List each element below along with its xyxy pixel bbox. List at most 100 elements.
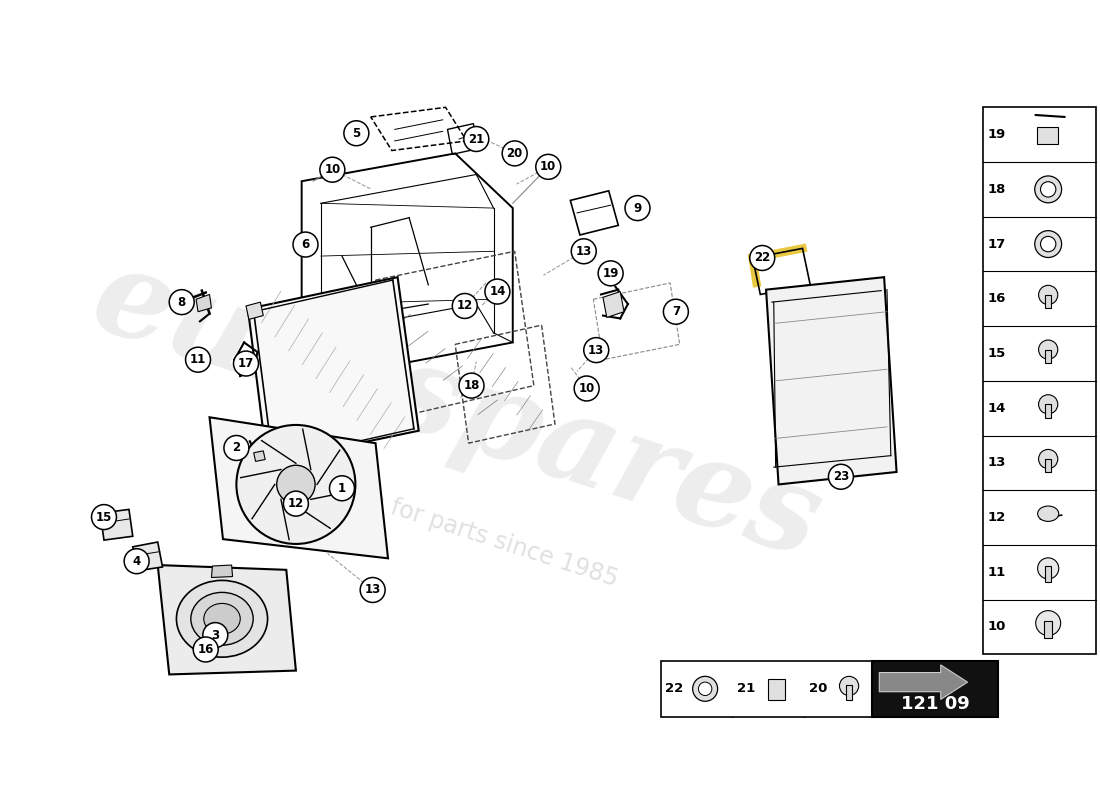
Polygon shape	[133, 542, 163, 571]
Text: 19: 19	[603, 267, 619, 280]
Ellipse shape	[1037, 506, 1058, 522]
Circle shape	[663, 299, 689, 324]
Text: 121 09: 121 09	[901, 695, 969, 714]
Text: 5: 5	[352, 126, 361, 140]
Bar	[871, 661, 999, 717]
Bar	[846, 685, 852, 700]
Ellipse shape	[204, 603, 240, 634]
Text: 4: 4	[132, 554, 141, 568]
Circle shape	[1035, 230, 1062, 258]
Text: 20: 20	[808, 682, 827, 695]
Circle shape	[1036, 610, 1060, 635]
Text: 12: 12	[456, 299, 473, 313]
Circle shape	[459, 373, 484, 398]
Circle shape	[464, 126, 488, 151]
Text: 18: 18	[463, 379, 480, 392]
Ellipse shape	[190, 592, 253, 645]
Text: 13: 13	[987, 456, 1005, 470]
Text: 3: 3	[211, 629, 219, 642]
Circle shape	[536, 154, 561, 179]
Circle shape	[1038, 340, 1058, 359]
Circle shape	[839, 676, 859, 695]
Text: 19: 19	[987, 128, 1005, 141]
Text: 22: 22	[664, 682, 683, 695]
Circle shape	[344, 121, 369, 146]
Text: 2: 2	[232, 442, 241, 454]
Text: 18: 18	[987, 183, 1005, 196]
Text: 13: 13	[364, 583, 381, 597]
Text: 17: 17	[238, 357, 254, 370]
Polygon shape	[211, 565, 232, 578]
Text: 10: 10	[324, 163, 341, 176]
Bar	[983, 107, 1097, 654]
Text: 7: 7	[672, 306, 680, 318]
Bar	[1036, 127, 1058, 144]
Bar	[1045, 566, 1052, 582]
Circle shape	[320, 158, 344, 182]
Text: 15: 15	[96, 510, 112, 523]
Text: 10: 10	[987, 621, 1005, 634]
Circle shape	[828, 464, 854, 490]
Circle shape	[224, 435, 249, 461]
Circle shape	[584, 338, 608, 362]
Circle shape	[750, 246, 774, 270]
Circle shape	[452, 294, 477, 318]
Text: 6: 6	[301, 238, 309, 251]
Circle shape	[169, 290, 195, 314]
Circle shape	[293, 232, 318, 257]
Ellipse shape	[176, 580, 267, 657]
Circle shape	[574, 376, 600, 401]
Circle shape	[91, 505, 117, 530]
Polygon shape	[209, 418, 388, 558]
Text: 10: 10	[540, 160, 557, 174]
Polygon shape	[157, 565, 296, 674]
Bar	[1045, 295, 1052, 308]
Text: 15: 15	[987, 347, 1005, 360]
Circle shape	[1038, 286, 1058, 305]
Text: 11: 11	[190, 353, 206, 366]
Circle shape	[485, 279, 510, 304]
Circle shape	[1038, 394, 1058, 414]
Circle shape	[330, 476, 354, 501]
Circle shape	[236, 425, 355, 544]
Bar	[660, 661, 877, 717]
Circle shape	[277, 466, 315, 504]
Polygon shape	[248, 277, 419, 462]
Polygon shape	[196, 294, 211, 312]
Bar	[1045, 404, 1052, 418]
Text: 8: 8	[177, 296, 186, 309]
Text: 13: 13	[588, 344, 604, 357]
Circle shape	[693, 676, 717, 702]
Circle shape	[284, 491, 308, 516]
Circle shape	[1041, 182, 1056, 197]
Text: 14: 14	[490, 285, 506, 298]
Circle shape	[360, 578, 385, 602]
Polygon shape	[603, 291, 624, 318]
Text: 22: 22	[755, 251, 770, 265]
Circle shape	[194, 637, 218, 662]
Text: 12: 12	[987, 511, 1005, 524]
Text: 21: 21	[469, 133, 484, 146]
Text: 11: 11	[987, 566, 1005, 578]
Circle shape	[202, 622, 228, 647]
Circle shape	[124, 549, 150, 574]
Text: 23: 23	[833, 470, 849, 483]
Circle shape	[698, 682, 712, 695]
Text: 16: 16	[198, 643, 213, 656]
Bar	[1045, 350, 1052, 363]
Circle shape	[186, 347, 210, 372]
Text: 9: 9	[634, 202, 641, 214]
Polygon shape	[246, 302, 263, 319]
Circle shape	[233, 351, 258, 376]
Circle shape	[1035, 176, 1062, 203]
Circle shape	[503, 141, 527, 166]
Text: 21: 21	[737, 682, 755, 695]
Circle shape	[1037, 558, 1058, 579]
Text: 16: 16	[987, 292, 1005, 306]
Polygon shape	[879, 665, 968, 699]
Circle shape	[1038, 450, 1058, 469]
Text: 13: 13	[575, 245, 592, 258]
Text: a passion for parts since 1985: a passion for parts since 1985	[274, 458, 622, 591]
Text: 12: 12	[288, 497, 304, 510]
Polygon shape	[100, 510, 133, 540]
